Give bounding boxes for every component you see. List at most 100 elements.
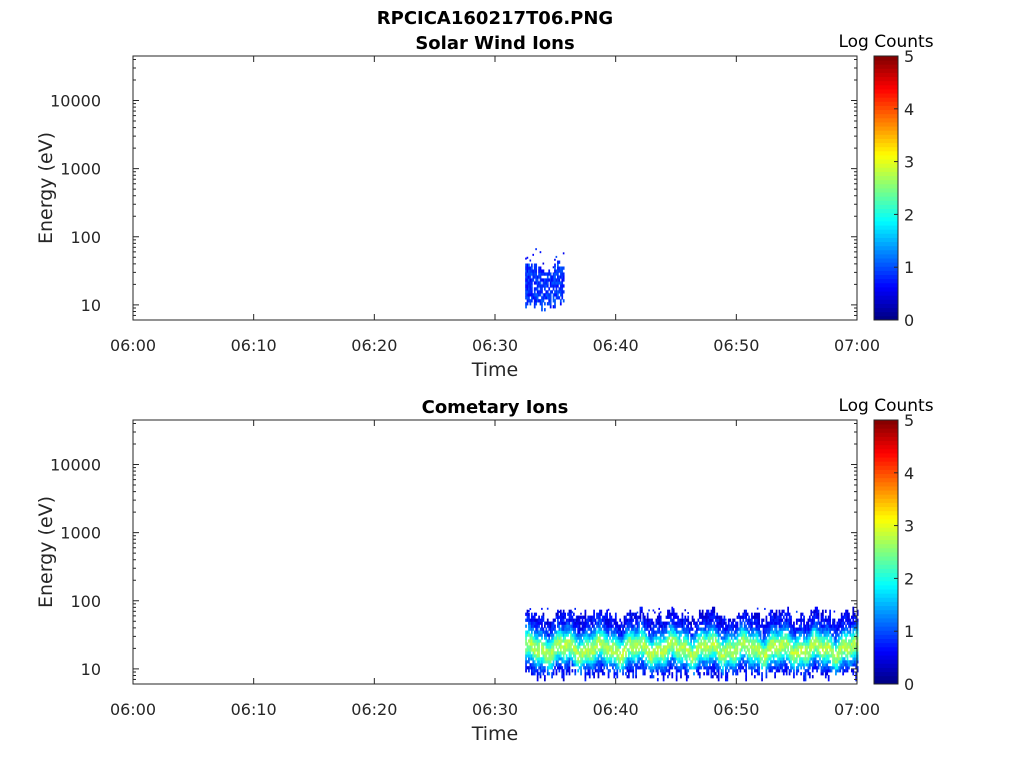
colorbar-segment (874, 663, 898, 668)
spectrogram-cell (681, 624, 684, 628)
spectrogram-cell (541, 624, 543, 628)
spectrogram-cell (528, 618, 530, 622)
spectrogram-cell (848, 639, 850, 643)
spectrogram-cell (683, 648, 685, 652)
colorbar-segment (874, 580, 898, 586)
spectrogram-cell (829, 654, 831, 658)
spectrogram-cell (570, 639, 572, 643)
spectrogram-cell (665, 636, 668, 640)
spectrogram-cell (853, 648, 856, 652)
spectrogram-cell (827, 627, 830, 631)
spectrogram-cell (782, 648, 785, 652)
spectrogram-cell (538, 666, 540, 670)
spectrogram-cell (808, 630, 811, 634)
spectrogram-cell (694, 636, 697, 640)
spectrogram-cell (701, 636, 704, 640)
spectrogram-cell (604, 627, 607, 631)
spectrogram-cell (525, 612, 527, 616)
spectrogram-cell (601, 639, 604, 643)
spectrogram-cell (835, 660, 837, 664)
colorbar-segment (874, 175, 898, 181)
spectrogram-cell (771, 669, 774, 673)
spectrogram-cell (768, 612, 771, 616)
spectrogram-cell (678, 657, 681, 661)
spectrogram-cell (619, 624, 622, 628)
spectrogram-cell (840, 651, 843, 655)
spectrogram-cell (700, 654, 703, 658)
spectrogram-cell (535, 621, 538, 625)
spectrogram-cell (793, 666, 795, 670)
spectrogram-cell (558, 281, 561, 285)
spectrogram-cell (691, 666, 694, 670)
spectrogram-cell (675, 669, 678, 673)
spectrogram-cell (551, 648, 553, 652)
spectrogram-cell (549, 281, 552, 285)
spectrogram-cell (720, 651, 723, 655)
spectrogram-cell (561, 612, 564, 616)
spectrogram-cell (594, 648, 597, 652)
spectrogram-cell (732, 618, 734, 622)
spectrogram-cell (546, 648, 549, 652)
spectrogram-cell (583, 636, 585, 640)
spectrogram-cell (530, 269, 533, 273)
spectrogram-cell (769, 621, 772, 625)
spectrogram-cell (536, 663, 539, 667)
spectrogram-cell (625, 645, 627, 649)
spectrogram-cell (706, 645, 708, 649)
spectrogram-cell (603, 645, 606, 649)
spectrogram-cell (739, 642, 742, 646)
spectrogram-cell (739, 666, 742, 670)
spectrogram-cell (532, 669, 535, 673)
spectrogram-cell (535, 287, 538, 291)
spectrogram-cell (526, 290, 529, 294)
spectrogram-cell (846, 648, 849, 652)
spectrogram-cell (827, 615, 830, 619)
spectrogram-cell (713, 654, 716, 658)
spectrogram-cell (714, 627, 717, 631)
spectrogram-cell (659, 633, 662, 637)
spectrogram-cell (655, 654, 658, 658)
spectrogram-cell (758, 660, 761, 664)
spectrogram-cell (681, 657, 684, 661)
colorbar-segment (874, 159, 898, 164)
spectrogram-cell (742, 630, 745, 634)
spectrogram-cell (687, 663, 690, 667)
spectrogram-cell (572, 621, 575, 625)
spectrogram-cell (677, 651, 679, 655)
spectrogram-cell (791, 666, 794, 670)
colorbar-segment (874, 568, 898, 574)
spectrogram-cell (581, 663, 584, 667)
spectrogram-cell (546, 651, 549, 655)
spectrogram-cell (664, 645, 666, 649)
spectrogram-cell (810, 657, 813, 661)
spectrogram-cell (638, 651, 640, 655)
spectrogram-cell (558, 260, 561, 264)
colorbar-segment (874, 142, 898, 148)
spectrogram-cell (784, 669, 787, 673)
spectrogram-cell (587, 654, 590, 658)
spectrogram-cell (843, 633, 846, 637)
spectrogram-cell (678, 618, 681, 622)
spectrogram-cell (675, 648, 678, 652)
spectrogram-cell (814, 648, 817, 652)
spectrogram-cell (535, 654, 538, 658)
spectrogram-cell (532, 627, 535, 631)
spectrogram-cell (752, 651, 755, 655)
spectrogram-cell (607, 621, 610, 625)
spectrogram-cell (526, 299, 529, 303)
spectrogram-cell (584, 678, 587, 682)
spectrogram-cell (698, 615, 701, 619)
spectrogram-cell (549, 272, 552, 276)
spectrogram-cell (839, 666, 842, 670)
spectrogram-cell (606, 612, 608, 616)
spectrogram-cell (755, 615, 758, 619)
spectrogram-cell (529, 645, 532, 649)
spectrogram-cell (748, 654, 750, 658)
spectrogram-cell (543, 660, 546, 664)
spectrogram-cell (822, 636, 824, 640)
spectrogram-cell (633, 627, 636, 631)
spectrogram-cell (638, 657, 640, 661)
spectrogram-cell (780, 642, 782, 646)
spectrogram-cell (539, 251, 542, 254)
spectrogram-cell (545, 636, 548, 640)
